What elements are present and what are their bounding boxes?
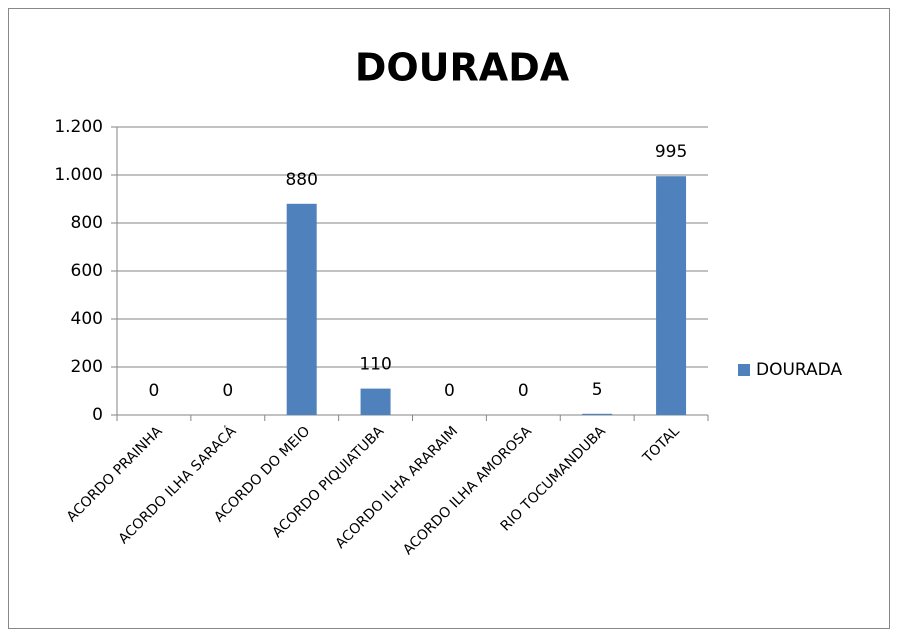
legend-label: DOURADA xyxy=(756,360,842,380)
data-label: 995 xyxy=(655,142,687,162)
data-label: 0 xyxy=(444,381,455,401)
legend-swatch xyxy=(738,364,750,376)
data-label: 0 xyxy=(518,381,529,401)
data-label: 5 xyxy=(592,380,603,400)
data-label: 110 xyxy=(359,355,391,375)
data-label: 0 xyxy=(222,381,233,401)
bar xyxy=(360,388,391,415)
bar xyxy=(582,413,613,415)
y-tick-label: 0 xyxy=(92,405,103,425)
y-tick-label: 600 xyxy=(71,261,103,281)
y-tick-label: 1.200 xyxy=(54,117,103,137)
y-tick-label: 400 xyxy=(71,309,103,329)
data-label: 880 xyxy=(285,170,317,190)
bar xyxy=(656,176,687,415)
data-label: 0 xyxy=(149,381,160,401)
y-tick-label: 1.000 xyxy=(54,165,103,185)
y-tick-label: 800 xyxy=(71,213,103,233)
chart-title: DOURADA xyxy=(355,46,570,90)
bar xyxy=(286,203,317,415)
y-tick-label: 200 xyxy=(71,357,103,377)
